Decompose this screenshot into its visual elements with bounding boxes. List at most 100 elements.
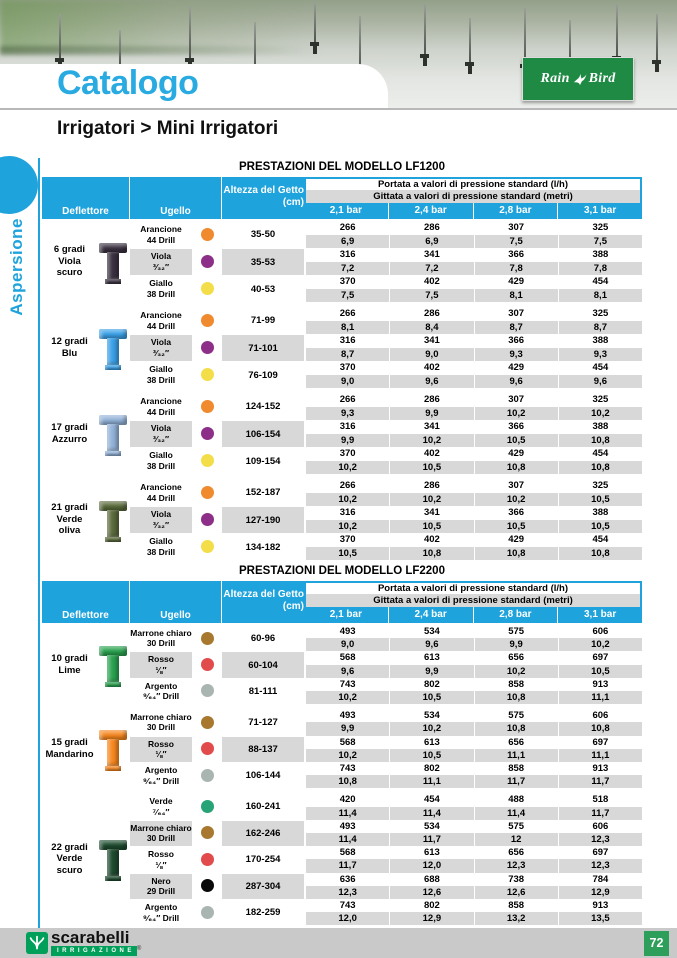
pressure-column-header: 2,4 bar bbox=[387, 607, 473, 623]
portata-value: 913 bbox=[557, 761, 642, 776]
sprinkler-silhouette bbox=[465, 18, 474, 74]
nozzle-name-cell: Viola ³⁄₃₂″ bbox=[130, 420, 192, 447]
portata-value: 493 bbox=[339, 710, 356, 722]
gittata-value: 10,8 bbox=[557, 433, 642, 447]
nozzle-color-dot bbox=[200, 879, 214, 893]
nozzle-color-dot bbox=[200, 742, 214, 756]
jet-height-cell: 88-137 bbox=[222, 735, 304, 762]
gittata-value: 12,9 bbox=[557, 885, 642, 899]
gittata-value: 8,7 bbox=[473, 320, 558, 334]
gittata-row: 10,2 10,5 10,8 11,1 bbox=[306, 690, 642, 705]
gittata-value: 9,6 bbox=[341, 665, 355, 677]
nozzle-size: 38 Drill bbox=[146, 375, 176, 385]
gittata-row: 9,0 9,6 9,6 9,6 bbox=[306, 374, 642, 388]
deflector-color-name: Blu bbox=[61, 347, 78, 359]
altezza-label-line1: Altezza del Getto bbox=[223, 185, 304, 196]
gittata-value: 10,2 bbox=[473, 492, 558, 506]
gittata-value: 13,5 bbox=[557, 912, 642, 926]
deflector-color-name: Verde scuro bbox=[56, 853, 83, 877]
sprinkler-silhouette bbox=[185, 6, 194, 70]
nozzle-color-name: Giallo bbox=[149, 278, 173, 289]
jet-height-cell: 60-104 bbox=[222, 651, 304, 678]
gittata-value: 8,7 bbox=[557, 320, 642, 334]
altezza-label-line2: (cm) bbox=[282, 197, 304, 208]
jet-height-cell: 106-144 bbox=[222, 761, 304, 789]
deflector-color-name: Viola scuro bbox=[56, 255, 83, 279]
portata-value: 316 bbox=[339, 507, 356, 518]
sprinkler-riser bbox=[468, 18, 471, 62]
nozzle-row: Argento ⁹⁄₆₄″ Drill 106-144 743 802 858 913 10,… bbox=[130, 761, 642, 789]
nozzle-color-dot bbox=[200, 341, 214, 354]
deflector-label: 10 gradi Lime bbox=[45, 653, 95, 677]
deflector-cell: 17 gradi Azzurro bbox=[42, 393, 130, 474]
deflector-group: 10 gradi Lime Marrone chiaro 30 Drill 60-96 4… bbox=[42, 625, 642, 705]
portata-value: 534 bbox=[389, 625, 473, 639]
deflector-cell: 21 gradi Verde oliva bbox=[42, 479, 130, 560]
portata-value: 325 bbox=[557, 393, 642, 407]
deflector-icon-base bbox=[104, 681, 121, 687]
sprinkler-silhouette bbox=[612, 4, 621, 68]
value-cells: 370 402 429 454 7,5 7,5 8,1 8,1 bbox=[304, 275, 642, 302]
nozzle-size: 30 Drill bbox=[146, 638, 176, 649]
nozzle-color-dot bbox=[200, 631, 214, 645]
portata-value: 402 bbox=[389, 275, 473, 289]
gittata-row: 10,2 10,5 10,5 10,5 bbox=[306, 519, 642, 533]
nozzle-row: Viola ³⁄₃₂″ 35-53 316 341 366 388 7,2 7,2 7,8 7,8 bbox=[130, 248, 642, 275]
gittata-value: 11,4 bbox=[338, 807, 357, 819]
portata-row: 266 286 307 325 bbox=[306, 307, 642, 321]
nozzle-color-dot bbox=[200, 427, 214, 440]
value-cells: 370 402 429 454 10,2 10,5 10,8 10,8 bbox=[304, 447, 642, 474]
portata-row: 316 341 366 388 bbox=[306, 334, 642, 348]
nozzle-rows: Marrone chiaro 30 Drill 60-96 493 534 575 606 9… bbox=[130, 625, 642, 705]
gittata-value: 10,2 bbox=[338, 749, 357, 761]
portata-row: 493 534 575 606 bbox=[306, 625, 642, 639]
nozzle-color-dot bbox=[200, 454, 214, 467]
jet-height-cell: 134-182 bbox=[222, 533, 304, 560]
nozzle-color-name: Rosso bbox=[148, 738, 174, 749]
nozzle-size: ³⁄₃₂″ bbox=[152, 348, 170, 358]
deflector-angle: 6 gradi bbox=[53, 243, 86, 255]
gittata-value: 9,6 bbox=[473, 374, 558, 388]
deflector-group: 17 gradi Azzurro Arancione 44 Drill 124-152 2… bbox=[42, 393, 642, 474]
gittata-value: 10,5 bbox=[557, 664, 642, 678]
gittata-value: 10,2 bbox=[557, 406, 642, 420]
gittata-value: 8,1 bbox=[341, 321, 355, 333]
scarabelli-name: scarabelli bbox=[51, 928, 130, 947]
nozzle-row: Viola ³⁄₃₂″ 106-154 316 341 366 388 9,9 10,2 10,5… bbox=[130, 420, 642, 447]
nozzle-color-cell bbox=[192, 307, 222, 334]
nozzle-row: Nero 29 Drill 287-304 636 688 738 784 12,3 12,6 1… bbox=[130, 872, 642, 899]
value-cells: 743 802 858 913 10,2 10,5 10,8 11,1 bbox=[304, 677, 642, 705]
gittata-value: 10,2 bbox=[473, 664, 558, 678]
portata-row: 316 341 366 388 bbox=[306, 506, 642, 520]
portata-value: 858 bbox=[473, 677, 558, 691]
gittata-value: 10,8 bbox=[473, 690, 558, 705]
pressure-header-group: Portata a valori di pressione standard (… bbox=[304, 581, 642, 623]
page-title: Catalogo bbox=[57, 64, 199, 102]
gittata-value: 9,9 bbox=[341, 723, 355, 735]
deflector-angle: 15 gradi bbox=[51, 736, 88, 748]
gittata-row: 6,9 6,9 7,5 7,5 bbox=[306, 234, 642, 248]
jet-height-cell: 170-254 bbox=[222, 846, 304, 873]
gittata-value: 10,2 bbox=[389, 722, 473, 736]
jet-height-cell: 81-111 bbox=[222, 677, 304, 705]
deflector-group: 15 gradi Mandarino Marrone chiaro 30 Drill 7… bbox=[42, 709, 642, 789]
portata-value: 388 bbox=[557, 248, 642, 262]
nozzle-size: 38 Drill bbox=[146, 547, 176, 557]
nozzle-row: Marrone chiaro 30 Drill 60-96 493 534 575 606 9… bbox=[130, 625, 642, 652]
nozzle-color-cell bbox=[192, 898, 222, 926]
table-header: Deflettore Ugello Altezza del Getto (cm) Por… bbox=[42, 581, 642, 623]
nozzle-size: 38 Drill bbox=[146, 289, 176, 299]
page-number-badge: 72 bbox=[644, 930, 669, 956]
table-title: PRESTAZIONI DEL MODELLO LF2200 bbox=[239, 565, 445, 577]
nozzle-color-name: Rosso bbox=[148, 654, 174, 665]
portata-value: 402 bbox=[389, 447, 473, 461]
gittata-value: 9,3 bbox=[557, 347, 642, 361]
nozzle-size: ⅛″ bbox=[155, 665, 167, 676]
portata-row: 370 402 429 454 bbox=[306, 447, 642, 461]
nozzle-rows: Arancione 44 Drill 152-187 266 286 307 325 10,2… bbox=[130, 479, 642, 560]
gittata-value: 11,7 bbox=[473, 775, 558, 789]
portata-value: 858 bbox=[473, 898, 558, 913]
gittata-value: 11,7 bbox=[557, 775, 642, 789]
nozzle-color-dot bbox=[200, 368, 214, 381]
value-cells: 266 286 307 325 8,1 8,4 8,7 8,7 bbox=[304, 307, 642, 334]
